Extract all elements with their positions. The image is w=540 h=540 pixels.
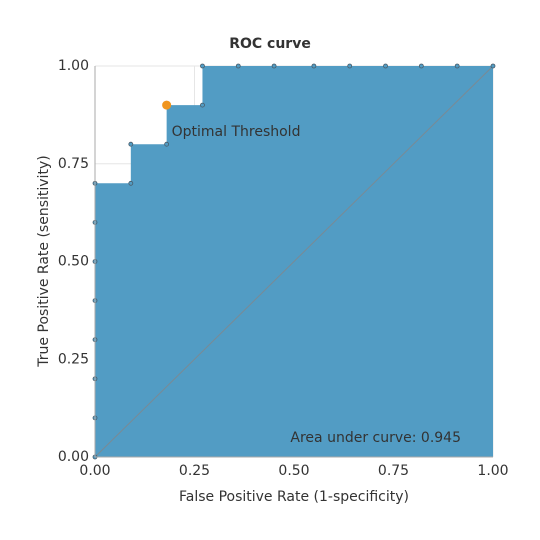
y-axis-label: True Positive Rate (sensitivity) — [36, 155, 52, 367]
roc-point — [128, 141, 134, 147]
roc-point — [164, 141, 170, 147]
roc-point — [347, 63, 353, 69]
roc-point — [271, 63, 277, 69]
roc-point — [128, 180, 134, 186]
x-tick-label: 0.25 — [179, 463, 210, 479]
roc-point — [311, 63, 317, 69]
roc-point — [454, 63, 460, 69]
diagonal — [94, 65, 494, 458]
optimal-label: Optimal Threshold — [172, 124, 301, 140]
optimal-point — [162, 100, 172, 110]
roc-point — [235, 63, 241, 69]
x-tick-label: 0.50 — [278, 463, 309, 479]
x-tick-label: 0.00 — [79, 463, 110, 479]
chart-title: ROC curve — [229, 36, 311, 52]
roc-point — [200, 63, 205, 69]
y-tick-label: 0.25 — [58, 351, 89, 367]
y-tick-label: 0.75 — [58, 156, 89, 172]
y-tick-label: 0.00 — [58, 449, 89, 465]
y-tick-label: 0.50 — [58, 254, 89, 270]
roc-point — [490, 63, 496, 69]
x-tick-label: 1.00 — [477, 463, 508, 479]
x-tick-label: 0.75 — [378, 463, 409, 479]
roc-point — [200, 102, 205, 108]
roc-point — [383, 63, 388, 69]
y-tick-label: 1.00 — [58, 58, 89, 74]
roc-point — [418, 63, 424, 69]
x-axis-label: False Positive Rate (1-specificity) — [179, 489, 409, 505]
auc-annotation: Area under curve: 0.945 — [290, 430, 461, 446]
